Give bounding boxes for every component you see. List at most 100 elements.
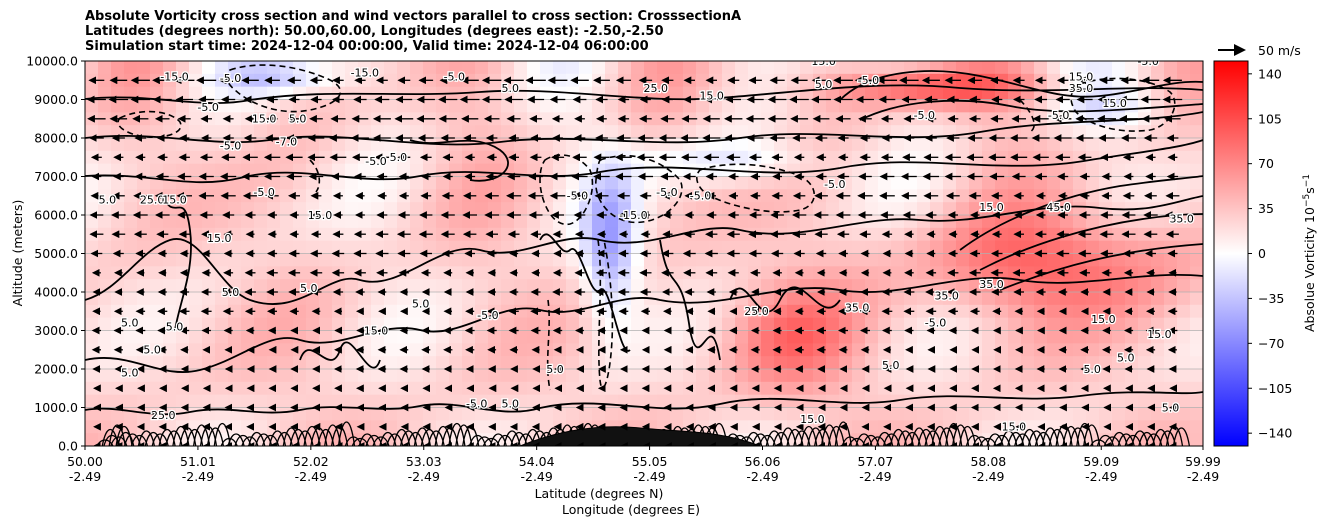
field-cell <box>1164 253 1178 267</box>
field-cell <box>748 176 762 190</box>
field-cell <box>202 317 216 332</box>
field-cell <box>956 73 970 88</box>
field-cell <box>891 356 905 370</box>
contour-label: -15.0 <box>619 209 647 222</box>
field-cell <box>982 381 996 396</box>
field-cell <box>670 99 684 113</box>
field-cell <box>1021 253 1035 267</box>
field-cell <box>98 99 112 113</box>
field-cell <box>397 163 411 178</box>
field-cell <box>189 292 203 306</box>
contour-label: 15.0 <box>207 232 232 245</box>
field-cell <box>956 99 970 113</box>
field-cell <box>514 279 528 293</box>
field-cell <box>293 86 307 101</box>
field-cell <box>345 343 359 357</box>
field-cell <box>566 202 580 216</box>
field-cell <box>943 369 957 383</box>
contour-label: -5.0 <box>197 101 218 114</box>
field-cell <box>1021 381 1035 396</box>
field-cell <box>475 253 489 267</box>
field-cell <box>800 176 814 190</box>
field-cell <box>722 176 736 190</box>
field-cell <box>800 317 814 332</box>
field-cell <box>592 394 606 409</box>
field-cell <box>319 215 333 229</box>
field-cell <box>553 202 567 216</box>
field-cell <box>85 138 99 152</box>
y-tick-label: 4000.0 <box>34 285 78 300</box>
field-cell <box>735 394 749 409</box>
field-cell <box>1047 292 1061 306</box>
field-cell <box>852 138 866 152</box>
field-cell <box>1099 407 1113 421</box>
field-cell <box>306 394 320 409</box>
contour-label: -5.0 <box>858 74 879 87</box>
field-cell <box>449 381 463 396</box>
field-cell <box>592 99 606 113</box>
field-cell <box>514 202 528 216</box>
field-cell <box>618 369 632 383</box>
contour-label: 15.0 <box>1102 97 1127 110</box>
field-cell <box>982 61 996 75</box>
field-cell <box>566 125 580 139</box>
field-cell <box>631 61 645 75</box>
colorbar-gradient <box>1213 60 1249 447</box>
field-cell <box>1034 61 1048 75</box>
field-cell <box>228 163 242 178</box>
field-cell <box>1008 86 1022 101</box>
contour-label: -5.0 <box>925 317 946 330</box>
field-cell <box>644 356 658 370</box>
field-cell <box>891 292 905 306</box>
field-cell <box>605 112 619 126</box>
field-cell <box>696 343 710 357</box>
field-cell <box>982 369 996 383</box>
field-cell <box>384 343 398 357</box>
field-cell <box>1190 163 1203 178</box>
field-cell <box>358 61 372 75</box>
field-cell <box>449 215 463 229</box>
field-cell <box>189 61 203 75</box>
field-cell <box>735 420 749 434</box>
field-cell <box>475 304 489 319</box>
field-cell <box>98 304 112 319</box>
colorbar-tick-label: −140 <box>1258 426 1292 441</box>
field-cell <box>683 215 697 229</box>
y-axis-label: Altitude (meters) <box>10 200 25 307</box>
field-cell <box>982 356 996 370</box>
field-cell <box>501 99 515 113</box>
field-cell <box>410 292 424 306</box>
field-cell <box>735 125 749 139</box>
contour-label: 5.0 <box>143 344 161 357</box>
field-cell <box>826 381 840 396</box>
field-cell <box>241 317 255 332</box>
field-cell <box>319 369 333 383</box>
field-cell <box>722 356 736 370</box>
field-cell <box>488 369 502 383</box>
field-cell <box>397 369 411 383</box>
field-cell <box>462 176 476 190</box>
field-cell <box>345 202 359 216</box>
field-cell <box>605 240 619 255</box>
field-cell <box>917 138 931 152</box>
field-cell <box>943 330 957 344</box>
field-cell <box>1138 138 1152 152</box>
field-cell <box>111 292 125 306</box>
field-cell <box>228 330 242 344</box>
field-cell <box>150 330 164 344</box>
field-cell <box>397 240 411 255</box>
field-cell <box>917 381 931 396</box>
field-cell <box>865 304 879 319</box>
field-cell <box>735 61 749 75</box>
field-cell <box>228 369 242 383</box>
field-cell <box>904 330 918 344</box>
field-cell <box>1086 163 1100 178</box>
x-tick-label-lon: -2.49 <box>746 469 778 484</box>
field-cell <box>748 61 762 75</box>
field-cell <box>306 356 320 370</box>
field-cell <box>540 266 554 280</box>
field-cell <box>358 240 372 255</box>
field-cell <box>1125 279 1139 293</box>
field-cell <box>163 240 177 255</box>
field-cell <box>280 356 294 370</box>
